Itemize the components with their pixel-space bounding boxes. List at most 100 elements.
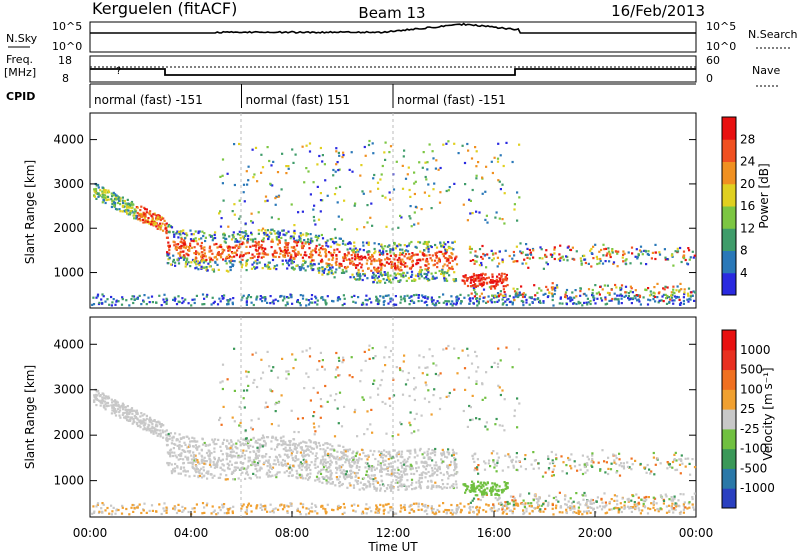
echo-pixel bbox=[550, 292, 554, 295]
echo-pixel bbox=[231, 301, 234, 304]
echo-pixel bbox=[277, 235, 280, 239]
echo-pixel bbox=[396, 481, 399, 484]
echo-pixel bbox=[214, 255, 217, 259]
echo-pixel bbox=[629, 262, 632, 265]
echo-pixel bbox=[691, 294, 694, 297]
echo-pixel bbox=[385, 225, 388, 228]
echo-pixel bbox=[409, 217, 412, 220]
echo-pixel bbox=[579, 257, 582, 260]
echo-pixel bbox=[318, 271, 321, 274]
echo-pixel bbox=[324, 464, 327, 467]
echo-pixel bbox=[232, 454, 235, 457]
echo-pixel bbox=[306, 240, 309, 244]
echo-pixel bbox=[485, 214, 488, 217]
echo-pixel bbox=[200, 472, 203, 475]
echo-pixel bbox=[491, 275, 494, 278]
echo-pixel bbox=[343, 448, 346, 452]
echo-pixel bbox=[194, 459, 198, 462]
echo-pixel bbox=[682, 508, 685, 511]
echo-pixel bbox=[327, 470, 330, 473]
echo-pixel bbox=[414, 451, 417, 454]
echo-pixel bbox=[148, 509, 151, 512]
echo-pixel bbox=[249, 245, 252, 248]
echo-pixel bbox=[221, 174, 224, 177]
echo-pixel bbox=[205, 258, 208, 261]
echo-pixel bbox=[624, 259, 627, 262]
echo-pixel bbox=[444, 249, 447, 252]
echo-pixel bbox=[335, 476, 338, 479]
echo-pixel bbox=[245, 303, 248, 306]
echo-pixel bbox=[335, 187, 338, 190]
echo-pixel bbox=[351, 460, 354, 463]
echo-pixel bbox=[624, 294, 628, 297]
echo-pixel bbox=[133, 212, 136, 215]
echo-pixel bbox=[388, 473, 391, 476]
echo-pixel bbox=[478, 211, 481, 214]
echo-pixel bbox=[497, 299, 500, 302]
echo-pixel bbox=[382, 505, 385, 508]
echo-pixel bbox=[158, 421, 161, 424]
echo-pixel bbox=[455, 303, 458, 306]
echo-pixel bbox=[298, 510, 301, 513]
echo-pixel bbox=[430, 207, 433, 210]
echo-pixel bbox=[494, 216, 497, 219]
echo-pixel bbox=[181, 297, 184, 300]
echo-pixel bbox=[658, 251, 661, 254]
echo-pixel bbox=[525, 243, 528, 246]
echo-pixel bbox=[361, 269, 364, 272]
echo-pixel bbox=[485, 301, 488, 304]
echo-pixel bbox=[323, 163, 326, 166]
echo-pixel bbox=[396, 264, 399, 267]
echo-pixel bbox=[579, 510, 582, 513]
echo-pixel bbox=[338, 237, 341, 240]
echo-pixel bbox=[513, 290, 517, 293]
echo-pixel bbox=[197, 461, 200, 464]
echo-pixel bbox=[210, 512, 213, 515]
echo-pixel bbox=[362, 241, 365, 244]
echo-pixel bbox=[352, 484, 355, 487]
echo-pixel bbox=[408, 465, 411, 468]
echo-pixel bbox=[167, 432, 170, 436]
echo-pixel bbox=[362, 244, 365, 247]
echo-pixel bbox=[242, 438, 245, 441]
echo-pixel bbox=[477, 509, 480, 512]
echo-pixel bbox=[230, 454, 233, 457]
echo-pixel bbox=[608, 260, 611, 263]
echo-pixel bbox=[373, 242, 376, 245]
echo-pixel bbox=[301, 448, 304, 452]
echo-pixel bbox=[349, 247, 352, 250]
echo-pixel bbox=[243, 454, 246, 457]
echo-pixel bbox=[268, 456, 271, 459]
echo-pixel bbox=[314, 458, 317, 461]
echo-pixel bbox=[351, 464, 354, 468]
echo-pixel bbox=[206, 502, 209, 505]
echo-pixel bbox=[570, 296, 573, 299]
echo-pixel bbox=[147, 217, 150, 220]
echo-pixel bbox=[321, 270, 324, 273]
echo-pixel bbox=[375, 259, 378, 262]
echo-pixel bbox=[190, 440, 193, 443]
echo-pixel bbox=[657, 510, 660, 513]
echo-pixel bbox=[182, 244, 185, 247]
echo-pixel bbox=[298, 466, 301, 469]
echo-pixel bbox=[387, 258, 390, 261]
echo-pixel bbox=[242, 462, 245, 465]
echo-pixel bbox=[157, 420, 160, 423]
echo-pixel bbox=[119, 197, 122, 200]
cpid-segment-label: normal (fast) 151 bbox=[246, 93, 350, 107]
echo-pixel bbox=[191, 507, 194, 510]
echo-pixel bbox=[415, 263, 418, 266]
echo-pixel bbox=[216, 246, 219, 249]
echo-pixel bbox=[392, 188, 396, 191]
echo-pixel bbox=[168, 452, 171, 455]
echo-pixel bbox=[502, 288, 505, 291]
echo-pixel bbox=[377, 279, 380, 282]
echo-pixel bbox=[398, 243, 401, 246]
echo-pixel bbox=[329, 470, 332, 473]
echo-pixel bbox=[406, 464, 409, 468]
echo-pixel bbox=[213, 458, 216, 461]
echo-pixel bbox=[290, 203, 293, 206]
echo-pixel bbox=[126, 412, 129, 416]
echo-pixel bbox=[391, 261, 394, 264]
